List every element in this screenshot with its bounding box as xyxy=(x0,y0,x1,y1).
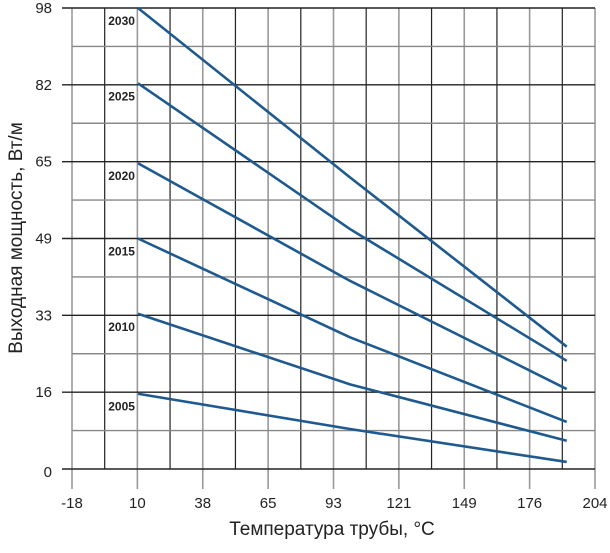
y-tick-label: 49 xyxy=(35,231,52,248)
x-tick-label: 10 xyxy=(129,495,146,512)
x-tick-label: 176 xyxy=(517,495,542,512)
y-tick-label: 65 xyxy=(35,154,52,171)
y-axis-label: Выходная мощность, Вт/м xyxy=(6,122,27,354)
grid xyxy=(62,7,596,489)
x-axis-label: Температура трубы, °C xyxy=(229,519,435,540)
series-label-2015: 2015 xyxy=(108,245,135,259)
x-tick-label: 38 xyxy=(194,495,211,512)
y-tick-labels: 0 16 33 49 65 82 98 xyxy=(35,0,52,481)
series-line-2010 xyxy=(137,312,568,443)
series-label-2030: 2030 xyxy=(108,14,135,28)
series-label-2005: 2005 xyxy=(108,400,135,414)
y-tick-label: 98 xyxy=(35,0,52,17)
y-tick-label: 16 xyxy=(35,384,52,401)
series-lines xyxy=(137,6,568,464)
y-tick-label: 33 xyxy=(35,307,52,324)
series-line-2015 xyxy=(137,237,568,424)
series-labels: 2030 2025 2020 2015 2010 2005 xyxy=(108,14,135,414)
series-label-2025: 2025 xyxy=(108,89,135,103)
x-tick-label: 93 xyxy=(325,495,342,512)
x-tick-label: -18 xyxy=(61,495,83,512)
series-line-2020 xyxy=(137,162,568,391)
x-tick-labels: -18 10 38 65 93 121 149 176 204 xyxy=(61,495,607,512)
x-tick-label: 149 xyxy=(452,495,477,512)
series-line-2025 xyxy=(137,82,568,362)
series-label-2020: 2020 xyxy=(108,169,135,183)
series-line-2030 xyxy=(137,6,568,348)
y-tick-label: 0 xyxy=(44,464,52,481)
x-tick-label: 204 xyxy=(582,495,607,512)
series-line-2005 xyxy=(137,392,567,464)
x-tick-label: 65 xyxy=(260,495,277,512)
series-label-2010: 2010 xyxy=(108,320,135,334)
x-tick-label: 121 xyxy=(386,495,411,512)
y-tick-label: 82 xyxy=(35,77,52,94)
